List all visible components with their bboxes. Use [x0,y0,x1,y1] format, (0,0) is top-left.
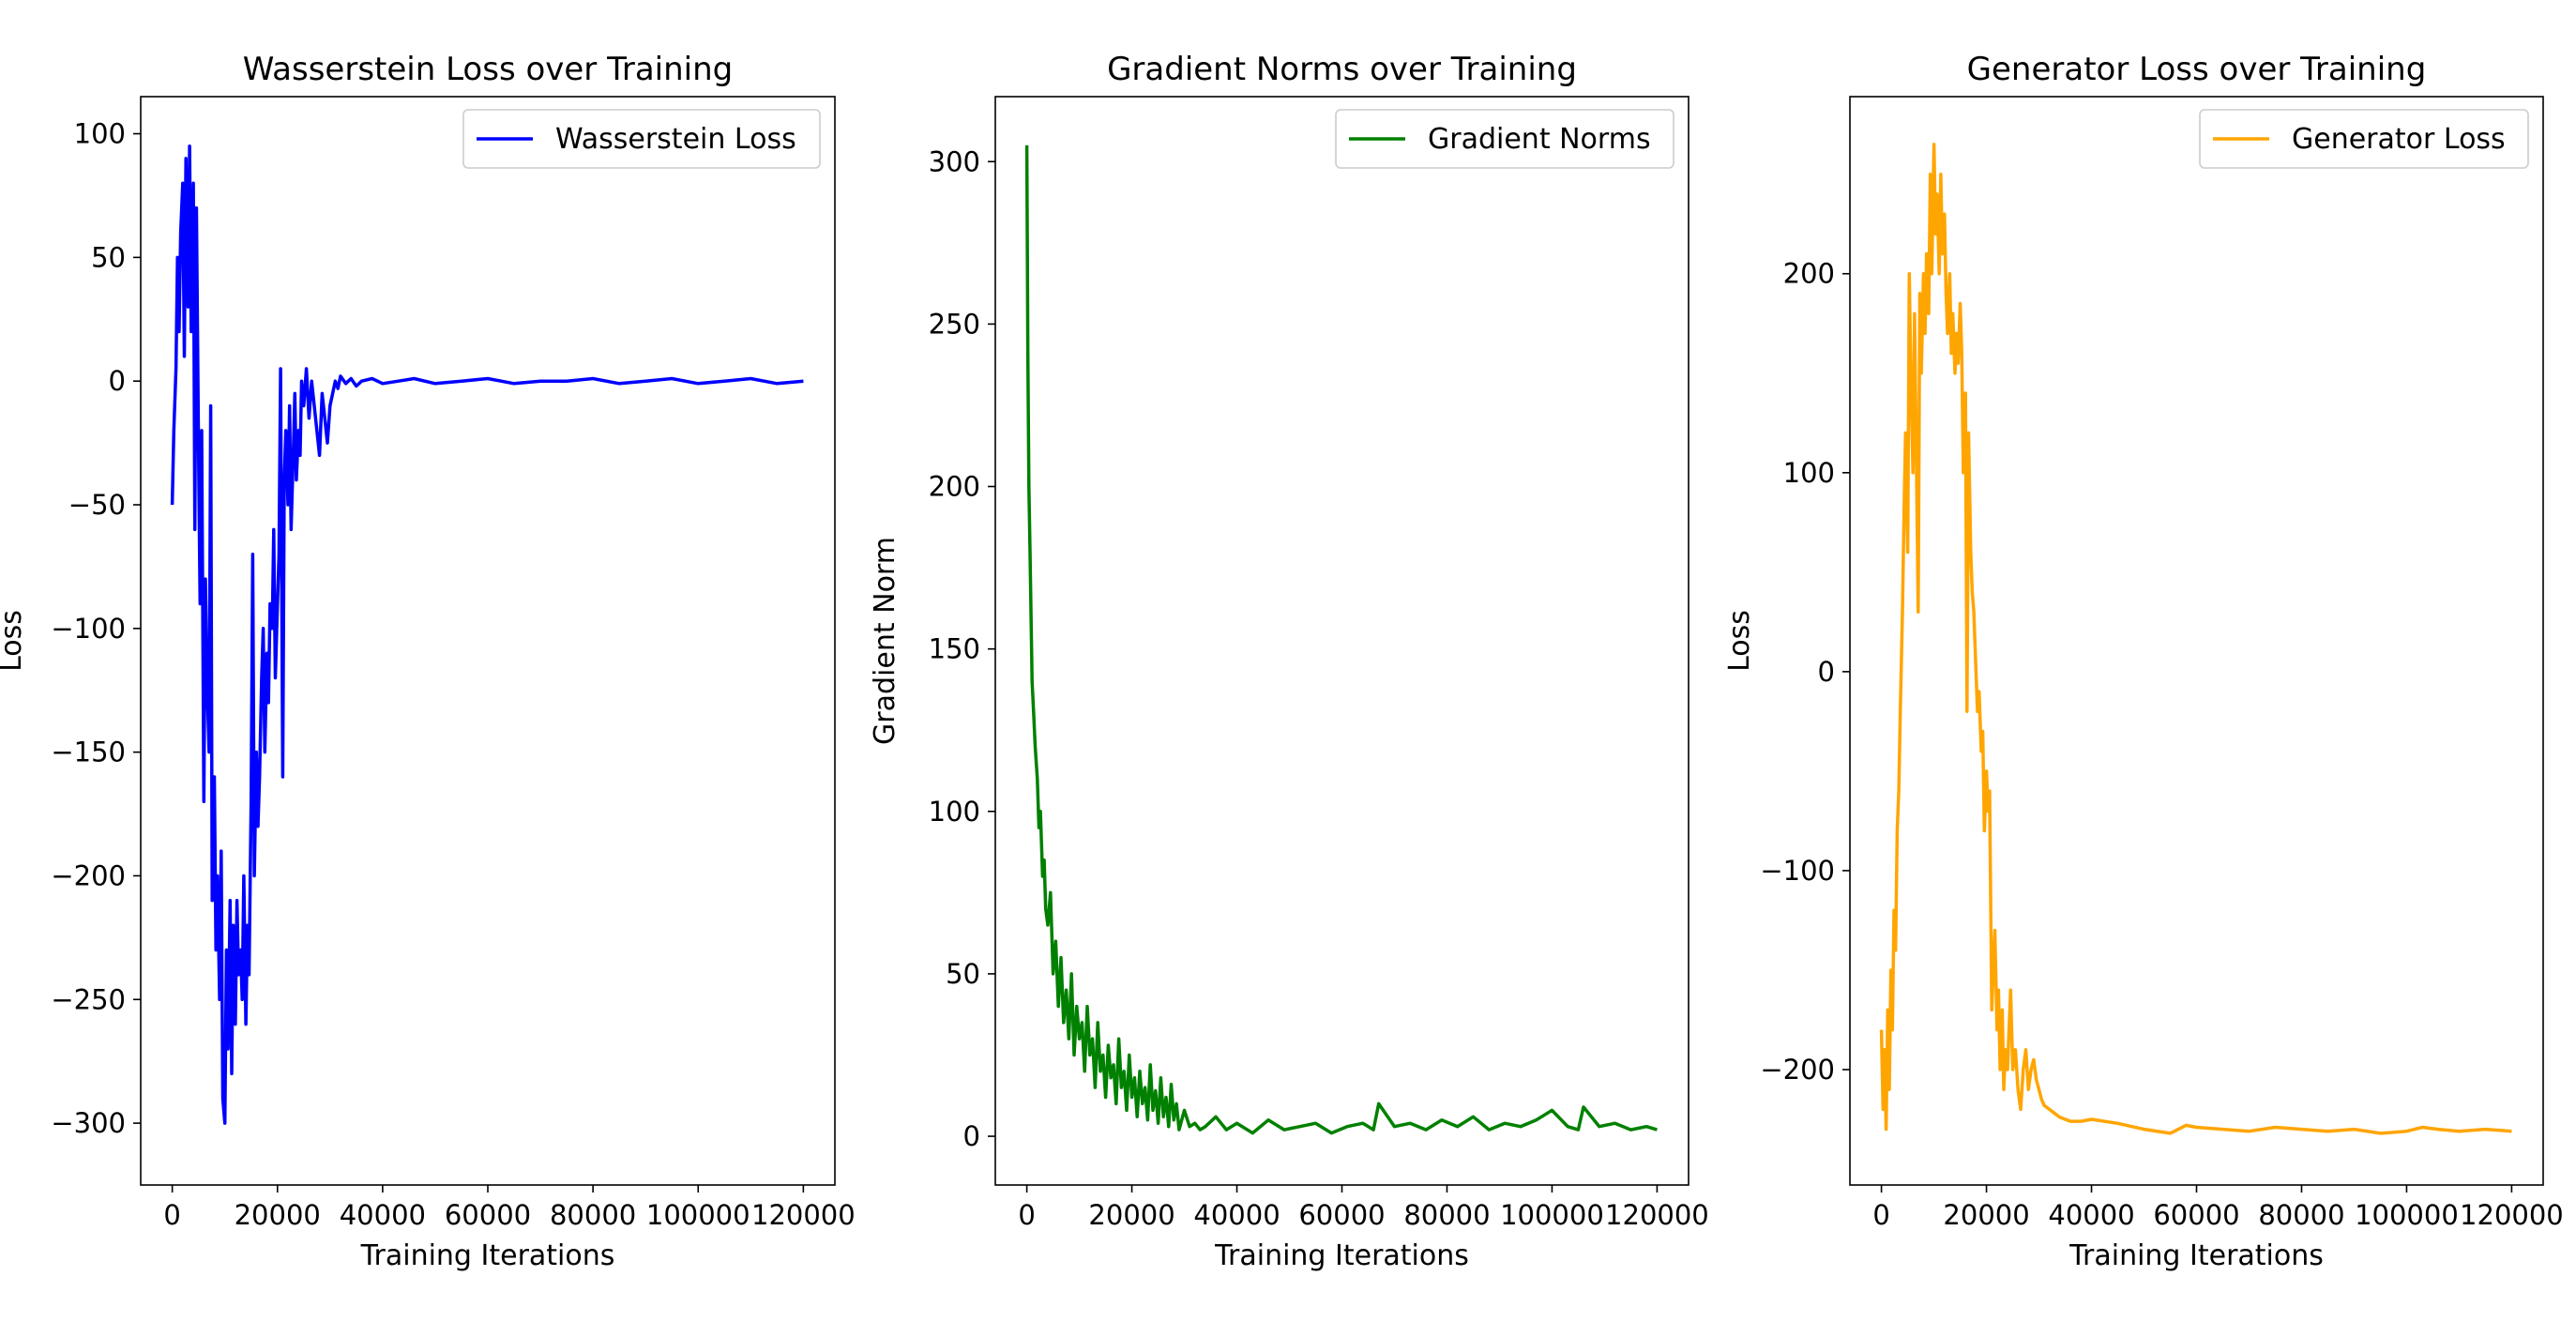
x-tick-label: 120000 [751,1199,856,1231]
x-tick-label: 20000 [1088,1199,1174,1231]
y-tick-label: −150 [51,737,126,768]
x-tick-label: 0 [1872,1199,1889,1231]
x-axis-label: Training Iterations [2068,1239,2324,1272]
y-tick-label: 150 [929,633,980,665]
x-tick-label: 40000 [340,1199,426,1231]
series-line [1024,144,1658,1135]
chart-panel-2: Gradient Norms over Training 0 20000 40000 6… [869,51,1709,1272]
chart-panel-3: Generator Loss over Training 0 20000 40000 6… [1723,51,2564,1272]
x-tick-label: 100000 [2355,1199,2459,1231]
y-tick-label: −200 [51,859,126,891]
legend: Gradient Norms [1335,109,1674,169]
y-tick-label: 100 [74,118,126,150]
y-tick-label: 200 [1783,258,1835,290]
x-tick-label: 20000 [235,1199,321,1231]
x-tick-label: 60000 [1298,1199,1385,1231]
x-axis-label: Training Iterations [360,1239,615,1272]
y-tick-label: −200 [1760,1054,1835,1086]
x-tick-label: 60000 [2153,1199,2239,1231]
y-tick-label: −100 [1760,855,1835,887]
y-tick-label: −250 [51,983,126,1015]
y-tick-label: −100 [51,613,126,645]
x-tick-label: 100000 [1500,1199,1604,1231]
y-tick-label: 0 [109,365,126,397]
x-tick-label: 80000 [550,1199,636,1231]
y-tick-label: 300 [929,145,980,177]
y-tick-label: 50 [946,958,980,990]
y-axis-label: Gradient Norm [869,537,902,745]
legend-label: Wasserstein Loss [555,123,796,156]
chart-title: Generator Loss over Training [1967,51,2427,88]
x-tick-label: 40000 [2048,1199,2134,1231]
x-tick-label: 100000 [646,1199,750,1231]
legend-box [462,109,821,169]
x-tick-label: 0 [1018,1199,1035,1231]
y-tick-label: 100 [1783,457,1835,489]
y-tick-label: 0 [1818,656,1835,688]
legend: Generator Loss [2199,109,2529,169]
legend-box [2199,109,2529,169]
legend-label: Generator Loss [2292,123,2506,156]
y-tick-label: 100 [929,796,980,828]
y-tick-label: 50 [91,241,126,273]
y-tick-label: −50 [68,489,126,521]
series-line [170,144,804,1125]
x-tick-label: 120000 [2460,1199,2564,1231]
legend: Wasserstein Loss [462,109,821,169]
y-axis-label: Loss [0,610,28,672]
chart-title: Gradient Norms over Training [1107,51,1577,88]
x-tick-label: 120000 [1605,1199,1709,1231]
y-tick-label: 200 [929,471,980,503]
x-tick-label: 60000 [445,1199,531,1231]
legend-box [1335,109,1674,169]
x-tick-label: 80000 [2258,1199,2344,1231]
y-tick-label: −300 [51,1107,126,1139]
series-line [1879,143,2512,1135]
legend-label: Gradient Norms [1428,123,1651,156]
x-tick-label: 40000 [1193,1199,1280,1231]
chart-panel-1: Wasserstein Loss over Training 0 20000 4000… [0,51,856,1272]
x-tick-label: 20000 [1943,1199,2029,1231]
chart-title: Wasserstein Loss over Training [243,51,734,88]
x-axis-label: Training Iterations [1214,1239,1469,1272]
y-tick-label: 0 [963,1120,980,1152]
y-axis-label: Loss [1723,610,1756,672]
x-tick-label: 80000 [1403,1199,1490,1231]
x-tick-label: 0 [163,1199,180,1231]
y-tick-label: 250 [929,308,980,340]
